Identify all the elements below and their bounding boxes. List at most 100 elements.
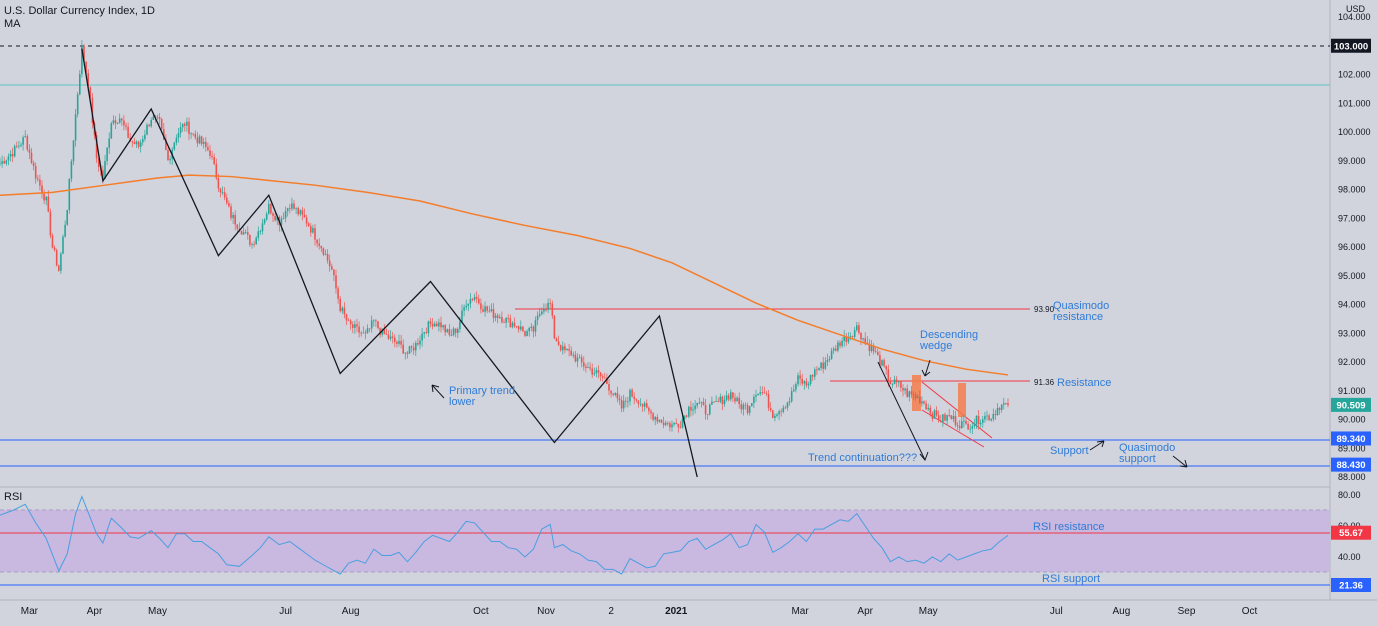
candle-body xyxy=(832,348,835,351)
price-badge[interactable] xyxy=(1331,38,1371,53)
candle-body xyxy=(696,402,698,406)
wedge-upper-line[interactable] xyxy=(921,381,993,439)
trend-continuation-label[interactable]: Trend continuation??? xyxy=(808,452,917,464)
zigzag-trend-lines[interactable] xyxy=(81,48,698,478)
rsi-badge[interactable] xyxy=(1331,578,1371,592)
price-badge[interactable] xyxy=(1331,431,1371,446)
candle-body xyxy=(580,357,583,363)
rsi-title[interactable]: RSI xyxy=(4,491,22,503)
candle-body xyxy=(591,368,593,375)
candle-body xyxy=(387,334,390,339)
resistance-label[interactable]: Resistance xyxy=(1057,377,1111,389)
candle-body xyxy=(234,214,236,225)
candle-body xyxy=(925,403,927,410)
candle-body xyxy=(142,139,144,143)
price-tick-label: 104.000 xyxy=(1338,12,1371,22)
chart-title: U.S. Dollar Currency Index, 1D xyxy=(4,5,155,17)
support-label[interactable]: Support xyxy=(1050,445,1089,457)
candle-body xyxy=(194,134,197,138)
candle-body xyxy=(811,374,814,377)
candle-body xyxy=(524,331,526,336)
candle-body xyxy=(965,420,967,424)
wedge-marker-box-right[interactable] xyxy=(958,383,966,417)
descending-wedge-label[interactable]: Descending xyxy=(920,329,978,341)
rsi-resistance-label[interactable]: RSI resistance xyxy=(1033,521,1105,533)
candle-body xyxy=(213,157,215,164)
rsi-badge[interactable] xyxy=(1331,525,1371,540)
quasimodo-support-label[interactable]: Quasimodo xyxy=(1119,442,1175,454)
indicator-label[interactable]: MA xyxy=(4,18,21,30)
candle-body xyxy=(528,327,530,332)
candle-body xyxy=(423,332,425,334)
candle-body xyxy=(412,347,415,351)
candle-body xyxy=(87,73,89,88)
candle-body xyxy=(973,424,976,427)
candle-body xyxy=(767,394,770,408)
candle-body xyxy=(780,411,782,412)
candle-body xyxy=(709,404,711,415)
candle-body xyxy=(538,314,541,316)
candle-body xyxy=(377,321,379,329)
candle-body xyxy=(797,375,799,385)
candle-body xyxy=(879,355,881,366)
primary-trend-label-2[interactable]: lower xyxy=(449,396,476,408)
candle-body xyxy=(219,188,222,193)
quasimodo-resistance-label-2[interactable]: resistance xyxy=(1053,311,1103,323)
candle-body xyxy=(633,396,635,400)
price-pane[interactable] xyxy=(0,0,1330,486)
price-axis[interactable]: 104.000 103.000 102.000 101.000 100.000 99.00… xyxy=(1331,12,1371,482)
candle-body xyxy=(383,328,386,335)
candle-body xyxy=(578,357,581,359)
candle-body xyxy=(906,388,908,397)
candle-body xyxy=(958,426,961,428)
descending-wedge-arrow[interactable] xyxy=(921,359,931,377)
trend-continuation-arrow[interactable] xyxy=(877,361,926,461)
candle-body xyxy=(763,392,766,394)
quasimodo-resistance-label[interactable]: Quasimodo xyxy=(1053,300,1109,312)
candle-body xyxy=(274,215,276,221)
candle-body xyxy=(81,45,83,75)
price-badge[interactable] xyxy=(1331,397,1371,412)
primary-trend-arrow[interactable] xyxy=(431,384,445,399)
candle-body xyxy=(719,396,722,402)
candle-body xyxy=(177,133,180,138)
support-arrow[interactable] xyxy=(1089,440,1105,451)
candle-body xyxy=(1007,403,1009,406)
candle-body xyxy=(360,332,362,334)
candle-body xyxy=(658,419,661,422)
candle-body xyxy=(887,369,890,381)
candle-body xyxy=(788,401,791,403)
candle-body xyxy=(893,379,896,384)
price-badge-label: 89.340 xyxy=(1336,434,1365,445)
candle-body xyxy=(776,414,778,416)
primary-trend-label[interactable]: Primary trend xyxy=(449,385,515,397)
quasimodo-support-arrow[interactable] xyxy=(1172,455,1188,468)
rsi-support-label[interactable]: RSI support xyxy=(1042,573,1100,585)
candle-body xyxy=(652,413,654,420)
candle-body xyxy=(150,119,152,127)
candle-body xyxy=(83,45,85,62)
candle-body xyxy=(692,409,694,411)
candle-body xyxy=(921,401,923,404)
candle-body xyxy=(181,123,184,128)
candle-body xyxy=(236,224,239,229)
candle-body xyxy=(261,223,264,232)
descending-wedge-label-2[interactable]: wedge xyxy=(919,340,952,352)
time-axis[interactable]: Mar Apr May Jul Aug Oct Nov 2 2021 Mar Apr May Jul Au… xyxy=(21,606,1258,617)
candle-body xyxy=(643,403,646,407)
candle-body xyxy=(366,328,369,334)
wedge-marker-box-left[interactable] xyxy=(912,375,921,411)
candle-body xyxy=(520,326,522,330)
candle-body xyxy=(499,317,501,319)
candle-body xyxy=(312,228,314,233)
candle-body xyxy=(473,296,476,300)
candle-body xyxy=(782,407,785,412)
candle-body xyxy=(744,404,747,406)
candle-body xyxy=(461,310,463,322)
price-badge[interactable] xyxy=(1331,457,1371,472)
candle-body xyxy=(139,142,142,147)
candle-body xyxy=(746,405,749,413)
quasimodo-support-label-2[interactable]: support xyxy=(1119,453,1156,465)
